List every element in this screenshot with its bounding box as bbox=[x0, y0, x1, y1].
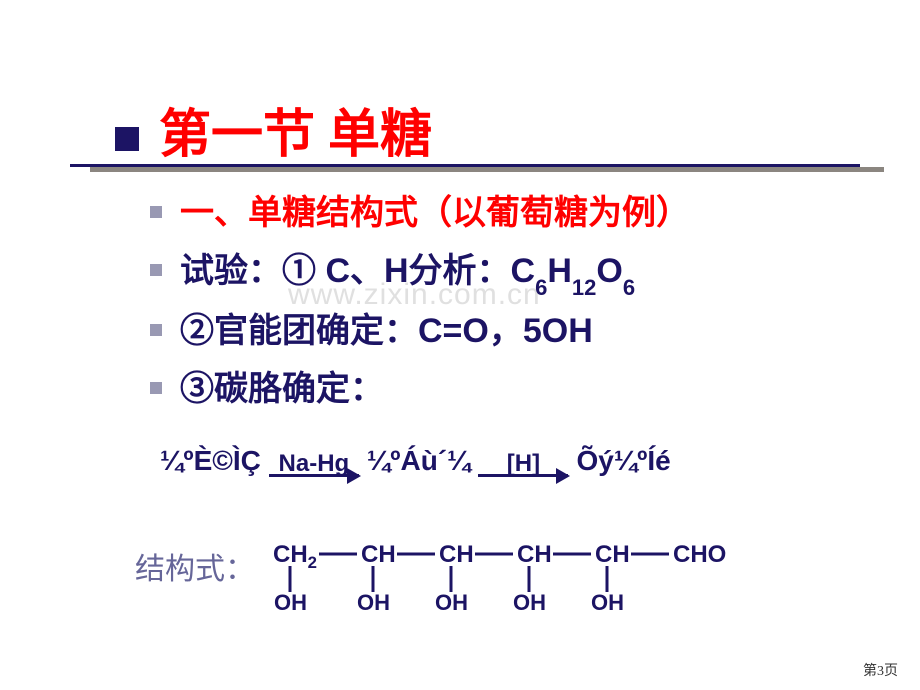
l2-sub2: 12 bbox=[572, 275, 596, 300]
line-2: 试验：① C、H分析：C6H12O6 bbox=[180, 248, 635, 299]
bullet-icon bbox=[150, 264, 162, 276]
structure-formula: CH2 OH CH OH CH OH CH OH CH OH CHO bbox=[265, 540, 805, 630]
bullet-icon bbox=[150, 206, 162, 218]
svg-text:CH: CH bbox=[517, 541, 552, 568]
content-area: 一、单糖结构式（以葡萄糖为例） 试验：① C、H分析：C6H12O6 ②官能团确… bbox=[150, 190, 850, 423]
underline-shadow bbox=[90, 167, 884, 172]
arrow-group-1: Na-Hg bbox=[269, 450, 359, 477]
title-bullet-square bbox=[115, 127, 139, 151]
l2-sub1: 6 bbox=[535, 275, 547, 300]
svg-text:CH: CH bbox=[595, 541, 630, 568]
bullet-icon bbox=[150, 382, 162, 394]
svg-text:CHO: CHO bbox=[673, 541, 726, 568]
slide-title: 第一节 单糖 bbox=[159, 92, 432, 167]
structure-label: 结构式： bbox=[135, 544, 255, 588]
bullet-row-3: ②官能团确定：C=O，5OH bbox=[150, 308, 850, 356]
reagent-1: ¼ºÈ©ÌÇ bbox=[160, 445, 261, 477]
l2-mid: H bbox=[547, 252, 572, 290]
reagent-3: Õý¼ºÍé bbox=[576, 445, 670, 477]
arrow-icon bbox=[478, 474, 568, 477]
svg-text:OH: OH bbox=[274, 590, 307, 615]
bullet-icon bbox=[150, 324, 162, 336]
svg-text:CH2: CH2 bbox=[273, 541, 317, 572]
subheading-1: 一、单糖结构式（以葡萄糖为例） bbox=[180, 190, 690, 238]
svg-text:OH: OH bbox=[513, 590, 546, 615]
svg-text:CH: CH bbox=[361, 541, 396, 568]
bullet-row-4: ③碳胳确定： bbox=[150, 366, 850, 414]
bullet-row-2: 试验：① C、H分析：C6H12O6 bbox=[150, 248, 850, 299]
l2-prefix: 试验：① C、H分析：C bbox=[180, 252, 535, 290]
svg-text:OH: OH bbox=[357, 590, 390, 615]
svg-text:OH: OH bbox=[591, 590, 624, 615]
l2-mid2: O bbox=[596, 252, 622, 290]
structure-row: 结构式： CH2 OH CH OH CH OH CH OH CH OH CHO bbox=[135, 538, 805, 630]
line-3: ②官能团确定：C=O，5OH bbox=[180, 308, 593, 356]
bullet-row-1: 一、单糖结构式（以葡萄糖为例） bbox=[150, 190, 850, 238]
line-4: ③碳胳确定： bbox=[180, 366, 384, 414]
arrow-group-2: [H] bbox=[478, 450, 568, 477]
reagent-2: ¼ºÁù´¼ bbox=[367, 445, 471, 477]
arrow-icon bbox=[269, 474, 359, 477]
reaction-scheme: ¼ºÈ©ÌÇ Na-Hg ¼ºÁù´¼ [H] Õý¼ºÍé bbox=[160, 445, 671, 477]
slide-title-row: 第一节 单糖 bbox=[115, 92, 432, 167]
l2-sub3: 6 bbox=[623, 275, 635, 300]
page-number: 第3页 bbox=[863, 660, 898, 680]
svg-text:CH: CH bbox=[439, 541, 474, 568]
svg-text:OH: OH bbox=[435, 590, 468, 615]
